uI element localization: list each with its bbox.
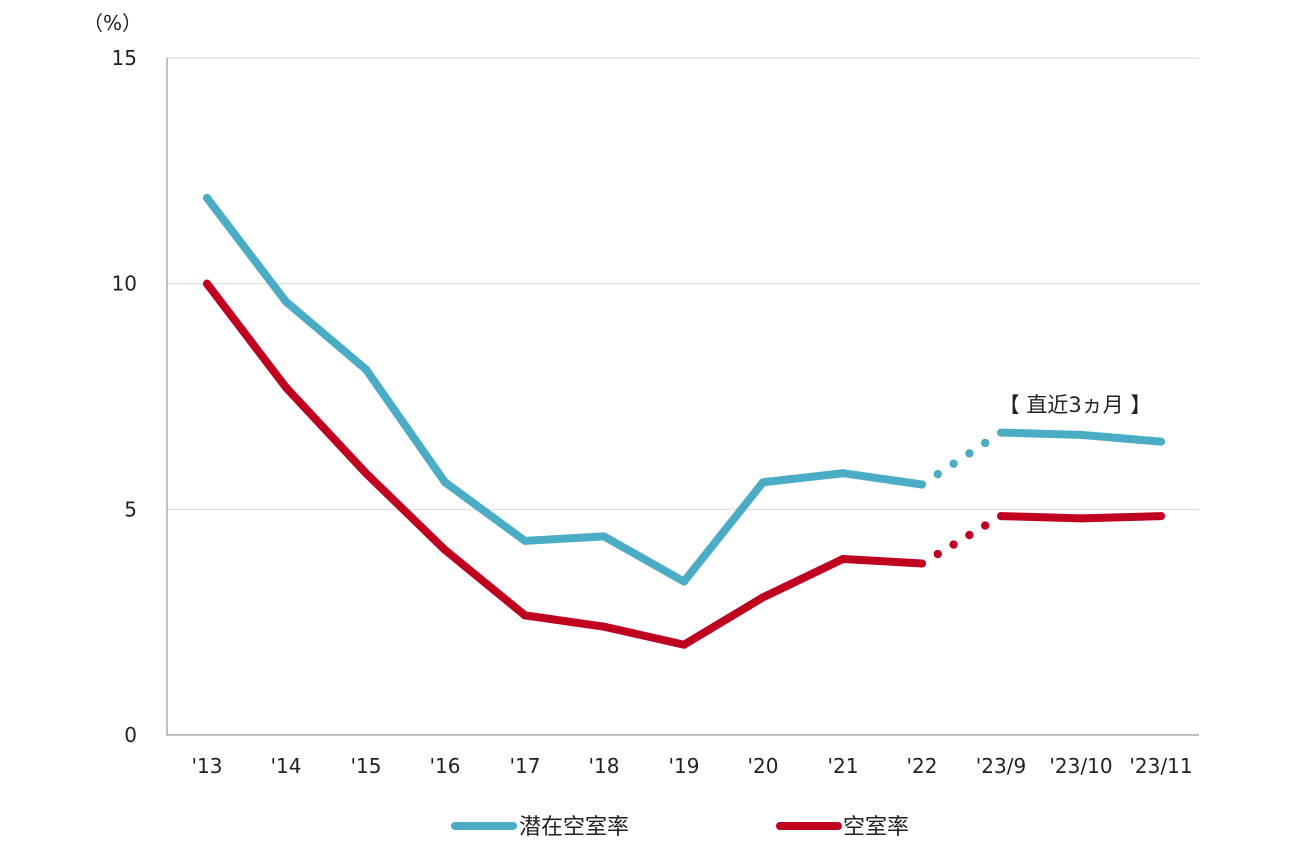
- data-point: [441, 478, 449, 487]
- y-unit-label: （%）: [83, 11, 142, 35]
- y-tick-label: 0: [124, 723, 137, 747]
- x-tick-label: '15: [351, 754, 382, 778]
- x-tick-label: '23/9: [976, 754, 1026, 778]
- data-point: [362, 469, 370, 478]
- data-point: [680, 640, 688, 649]
- series-connector-dot: [933, 469, 942, 479]
- legend-label: 空室率: [843, 815, 909, 840]
- data-point: [282, 383, 290, 392]
- data-point: [282, 297, 290, 306]
- data-point: [680, 577, 688, 586]
- series-connector-dot: [965, 449, 974, 458]
- series-connector-dot: [981, 521, 990, 530]
- data-point: [1077, 514, 1085, 523]
- data-point: [362, 365, 370, 374]
- data-point: [839, 554, 847, 563]
- label-layer: 【 直近3ヵ月 】: [999, 393, 1152, 417]
- legend-label: 潜在空室率: [519, 815, 629, 840]
- data-point: [521, 611, 529, 620]
- x-tick-label: '20: [748, 754, 779, 778]
- x-tick-label: '18: [589, 754, 620, 778]
- grid-layer: [167, 57, 1199, 510]
- recent-months-annotation: 【 直近3ヵ月 】: [999, 393, 1152, 417]
- data-point: [759, 478, 767, 487]
- series-connector-dot: [981, 438, 990, 448]
- data-point: [600, 532, 608, 541]
- data-point: [918, 559, 926, 568]
- series-connector-dot: [933, 549, 942, 559]
- x-tick-label: '22: [907, 754, 938, 778]
- data-point: [839, 469, 847, 478]
- data-point: [1077, 430, 1085, 439]
- series-connector-dot: [949, 540, 958, 549]
- y-tick-label: 5: [124, 497, 137, 521]
- axis-layer: 0 5 10 15 （%） '13 '14 '15 '16 '17 '18 '19 '20 '21 '22 '…: [83, 11, 1199, 778]
- x-tick-label: '23/10: [1049, 754, 1112, 778]
- data-point: [441, 545, 449, 554]
- series-layer: [203, 193, 1165, 649]
- data-point: [1157, 512, 1165, 521]
- data-point: [203, 279, 211, 288]
- series-line-0-historical: [203, 193, 926, 586]
- data-point: [521, 536, 529, 545]
- x-tick-label: '14: [271, 754, 302, 778]
- y-tick-label: 10: [112, 272, 137, 296]
- x-tick-label: '17: [510, 754, 541, 778]
- data-point: [203, 193, 211, 202]
- data-point: [997, 512, 1005, 521]
- x-tick-label: '16: [430, 754, 461, 778]
- data-point: [600, 622, 608, 631]
- series-connector-dot: [949, 459, 958, 468]
- legend: 潜在空室率 空室率: [451, 815, 909, 840]
- x-tick-label: '23/11: [1129, 754, 1192, 778]
- data-point: [1157, 437, 1165, 446]
- series-line-1-historical: [203, 279, 926, 649]
- data-point: [997, 428, 1005, 437]
- x-tick-label: '13: [192, 754, 223, 778]
- y-tick-label: 15: [112, 46, 137, 70]
- data-point: [918, 480, 926, 489]
- x-tick-label: '19: [669, 754, 700, 778]
- x-tick-label: '21: [828, 754, 859, 778]
- series-connector-dot: [965, 530, 974, 540]
- data-point: [759, 593, 767, 602]
